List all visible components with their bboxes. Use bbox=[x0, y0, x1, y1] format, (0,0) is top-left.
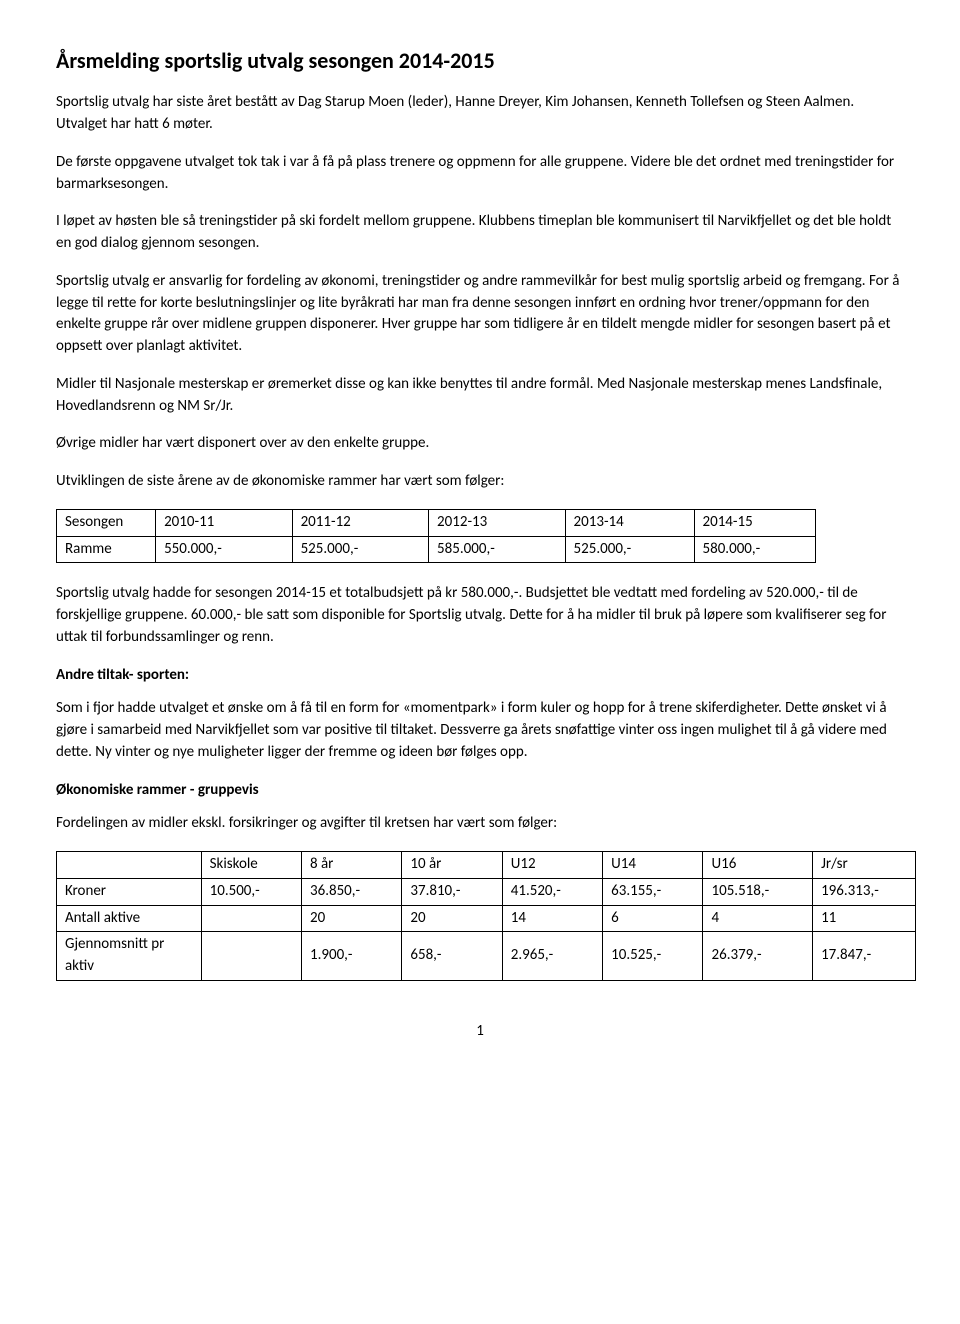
header-cell: 10 år bbox=[402, 852, 502, 879]
header-cell: 2014-15 bbox=[694, 509, 816, 536]
paragraph-first-tasks: De første oppgavene utvalget tok tak i v… bbox=[56, 152, 904, 196]
paragraph-distribution: Fordelingen av midler ekskl. forsikringe… bbox=[56, 813, 904, 835]
subheading-other: Andre tiltak- sporten: bbox=[56, 665, 904, 687]
page-number: 1 bbox=[56, 1021, 904, 1043]
cell: 2.965,- bbox=[502, 932, 602, 981]
header-cell: 2012-13 bbox=[429, 509, 565, 536]
cell: 20 bbox=[402, 905, 502, 932]
cell: 63.155,- bbox=[603, 878, 703, 905]
seasons-table: Sesongen 2010-11 2011-12 2012-13 2013-14… bbox=[56, 509, 816, 564]
cell: 20 bbox=[301, 905, 401, 932]
cell: 658,- bbox=[402, 932, 502, 981]
cell: 4 bbox=[703, 905, 813, 932]
cell bbox=[201, 905, 301, 932]
paragraph-intro: Sportslig utvalg har siste året bestått … bbox=[56, 92, 904, 136]
cell: 36.850,- bbox=[301, 878, 401, 905]
cell: 10.500,- bbox=[201, 878, 301, 905]
cell: 550.000,- bbox=[156, 536, 292, 563]
paragraph-responsibility: Sportslig utvalg er ansvarlig for fordel… bbox=[56, 271, 904, 358]
table-row-header: Skiskole 8 år 10 år U12 U14 U16 Jr/sr bbox=[57, 852, 916, 879]
header-cell: 8 år bbox=[301, 852, 401, 879]
paragraph-autumn: I løpet av høsten ble så treningstider p… bbox=[56, 211, 904, 255]
cell: 17.847,- bbox=[813, 932, 916, 981]
cell: 10.525,- bbox=[603, 932, 703, 981]
cell: 26.379,- bbox=[703, 932, 813, 981]
cell: 41.520,- bbox=[502, 878, 602, 905]
groups-table: Skiskole 8 år 10 år U12 U14 U16 Jr/sr Kr… bbox=[56, 851, 916, 981]
paragraph-budget: Sportslig utvalg hadde for sesongen 2014… bbox=[56, 583, 904, 648]
row-label: Ramme bbox=[57, 536, 156, 563]
paragraph-development: Utviklingen de siste årene av de økonomi… bbox=[56, 471, 904, 493]
cell: 196.313,- bbox=[813, 878, 916, 905]
header-cell: 2011-12 bbox=[292, 509, 428, 536]
header-cell: Skiskole bbox=[201, 852, 301, 879]
row-label: Kroner bbox=[57, 878, 202, 905]
header-cell: U16 bbox=[703, 852, 813, 879]
header-cell: U12 bbox=[502, 852, 602, 879]
row-label: Antall aktive bbox=[57, 905, 202, 932]
header-cell: Jr/sr bbox=[813, 852, 916, 879]
subheading-econ: Økonomiske rammer - gruppevis bbox=[56, 780, 904, 802]
header-cell: Sesongen bbox=[57, 509, 156, 536]
cell: 1.900,- bbox=[301, 932, 401, 981]
header-cell: 2010-11 bbox=[156, 509, 292, 536]
header-cell bbox=[57, 852, 202, 879]
cell: 525.000,- bbox=[565, 536, 694, 563]
cell: 37.810,- bbox=[402, 878, 502, 905]
table-row: Gjennomsnitt pr aktiv 1.900,- 658,- 2.96… bbox=[57, 932, 916, 981]
paragraph-momentpark: Som i fjor hadde utvalget et ønske om å … bbox=[56, 698, 904, 763]
cell: 585.000,- bbox=[429, 536, 565, 563]
cell: 105.518,- bbox=[703, 878, 813, 905]
cell: 11 bbox=[813, 905, 916, 932]
table-row: Kroner 10.500,- 36.850,- 37.810,- 41.520… bbox=[57, 878, 916, 905]
table-row: Antall aktive 20 20 14 6 4 11 bbox=[57, 905, 916, 932]
header-cell: 2013-14 bbox=[565, 509, 694, 536]
table-row: Ramme 550.000,- 525.000,- 585.000,- 525.… bbox=[57, 536, 816, 563]
cell: 6 bbox=[603, 905, 703, 932]
cell: 525.000,- bbox=[292, 536, 428, 563]
header-cell: U14 bbox=[603, 852, 703, 879]
cell: 580.000,- bbox=[694, 536, 816, 563]
cell: 14 bbox=[502, 905, 602, 932]
page-title: Årsmelding sportslig utvalg sesongen 201… bbox=[56, 48, 904, 74]
paragraph-national: Midler til Nasjonale mesterskap er øreme… bbox=[56, 374, 904, 418]
table-row-header: Sesongen 2010-11 2011-12 2012-13 2013-14… bbox=[57, 509, 816, 536]
cell bbox=[201, 932, 301, 981]
row-label: Gjennomsnitt pr aktiv bbox=[57, 932, 202, 981]
paragraph-other-funds: Øvrige midler har vært disponert over av… bbox=[56, 433, 904, 455]
